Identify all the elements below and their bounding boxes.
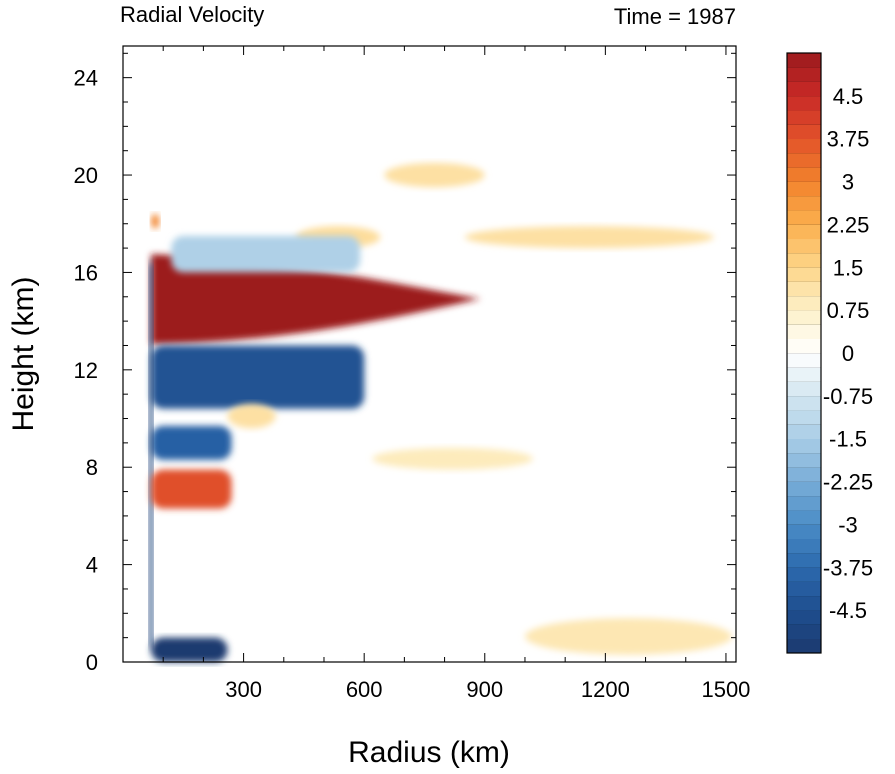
colorbar-bin — [787, 95, 821, 111]
colorbar-bin — [787, 553, 821, 568]
x-tick-label: 600 — [346, 677, 383, 702]
colorbar-bin — [787, 267, 821, 282]
colorbar-bin — [787, 324, 821, 340]
colorbar-tick-label: -1.5 — [829, 427, 867, 452]
colorbar-bin — [787, 81, 821, 97]
y-axis-label: Height (km) — [7, 276, 40, 431]
colorbar-bin — [787, 524, 821, 540]
y-tick-label: 24 — [74, 66, 98, 91]
colorbar-bin — [787, 395, 821, 411]
colorbar-tick-label: -4.5 — [829, 598, 867, 623]
colorbar: 4.5 3.75 3 2.25 1.5 0.75 0 -0.75 -1.5 -2.25 -3 -3.7… — [786, 52, 873, 654]
colorbar-tick-label: 2.25 — [827, 212, 870, 237]
colorbar-tick-label: -3 — [838, 512, 858, 537]
colorbar-bin — [787, 638, 821, 654]
colorbar-bin — [787, 567, 821, 582]
plot-frame — [122, 45, 737, 663]
colorbar-bin — [787, 181, 821, 197]
colorbar-tick-label: -0.75 — [823, 384, 873, 409]
heatmap-feature-4 — [151, 637, 228, 662]
colorbar-tick-label: -2.25 — [823, 470, 873, 495]
colorbar-bin — [787, 438, 821, 454]
y-tick-label: 12 — [74, 358, 98, 383]
x-tick-label: 300 — [225, 677, 262, 702]
colorbar-bin — [787, 167, 821, 182]
colorbar-bin — [787, 424, 821, 440]
heatmap-feature-6 — [384, 162, 485, 188]
colorbar-tick-label: 4.5 — [833, 84, 864, 109]
colorbar-bin — [787, 281, 821, 297]
colorbar-bin — [787, 453, 821, 468]
heatmap-feature-1 — [151, 345, 365, 409]
colorbar-bin — [787, 67, 821, 82]
colorbar-tick-label: 0 — [842, 341, 854, 366]
colorbar-bin — [787, 124, 821, 140]
colorbar-tick-label: 1.5 — [833, 255, 864, 280]
colorbar-bin — [787, 381, 821, 397]
colorbar-bin — [787, 210, 821, 225]
colorbar-frame — [786, 52, 822, 654]
colorbar-bin — [787, 624, 821, 640]
colorbar-bin — [787, 581, 821, 597]
heatmap-plot-area — [149, 162, 732, 662]
heatmap-feature-9 — [171, 235, 361, 273]
colorbar-bin — [787, 195, 821, 211]
colorbar-bin — [787, 410, 821, 425]
colorbar-bin — [787, 367, 821, 382]
colorbar-bin — [787, 253, 821, 268]
colorbar-tick-label: 0.75 — [827, 298, 870, 323]
heatmap-feature-0 — [151, 254, 481, 345]
colorbar-bin — [787, 138, 821, 154]
y-tick-label: 0 — [86, 650, 98, 675]
x-axis-label: Radius (km) — [348, 736, 510, 769]
colorbar-tick-label: -3.75 — [823, 555, 873, 580]
colorbar-bin — [787, 110, 821, 125]
colorbar-bin — [787, 467, 821, 482]
colorbar-bin — [787, 538, 821, 554]
y-tick-label: 8 — [86, 455, 98, 480]
colorbar-bin — [787, 510, 821, 525]
y-axis: 0 4 8 12 16 20 24 — [74, 52, 736, 675]
heatmap-feature-7 — [464, 226, 714, 249]
x-axis: 300 600 900 1200 1500 — [162, 46, 750, 702]
colorbar-bin — [787, 338, 821, 354]
chart-title-right: Time = 1987 — [614, 4, 736, 29]
x-tick-label: 1500 — [701, 677, 750, 702]
colorbar-bin — [787, 495, 821, 511]
colorbar-bin — [787, 310, 821, 325]
colorbar-tick-label: 3 — [842, 170, 854, 195]
colorbar-bin — [787, 53, 821, 68]
chart-title-left: Radial Velocity — [120, 2, 264, 27]
colorbar-bin — [787, 224, 821, 240]
heatmap-feature-12 — [372, 447, 534, 470]
colorbar-tick-label: 3.75 — [827, 127, 870, 152]
heatmap-feature-5 — [151, 469, 232, 509]
y-tick-label: 4 — [86, 553, 98, 578]
x-tick-label: 900 — [466, 677, 503, 702]
heatmap-feature-3 — [149, 260, 154, 650]
colorbar-bin — [787, 481, 821, 497]
colorbar-bin — [787, 353, 821, 368]
heatmap-feature-2 — [151, 425, 232, 460]
heatmap-feature-13 — [524, 618, 732, 655]
colorbar-bin — [787, 595, 821, 611]
colorbar-bin — [787, 238, 821, 254]
x-tick-label: 1200 — [581, 677, 630, 702]
y-tick-label: 16 — [74, 260, 98, 285]
heatmap-feature-10 — [151, 214, 160, 229]
colorbar-bin — [787, 610, 821, 625]
colorbar-bin — [787, 295, 821, 311]
colorbar-bin — [787, 153, 821, 168]
heatmap-feature-11 — [227, 403, 276, 429]
y-tick-label: 20 — [74, 163, 98, 188]
